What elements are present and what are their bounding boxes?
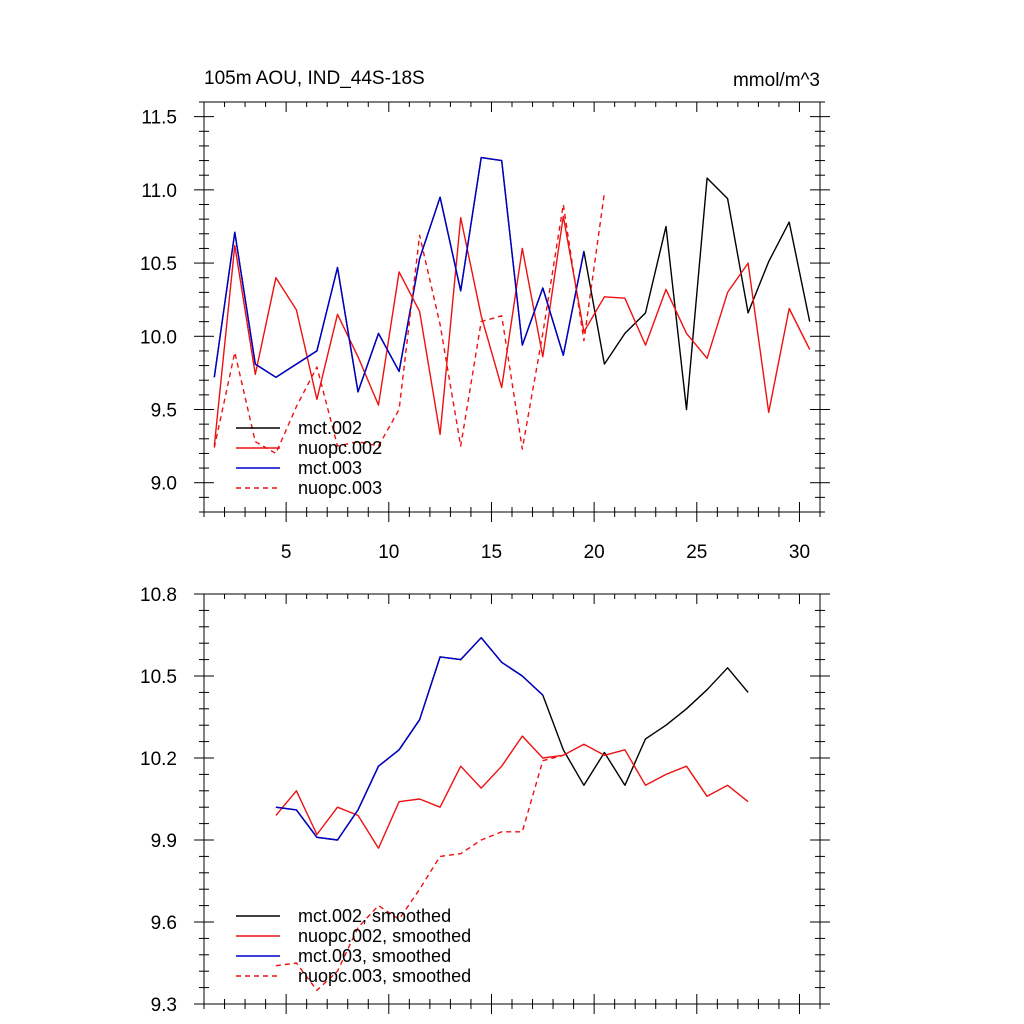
legend-entry: nuopc.003 <box>298 478 382 498</box>
legend-entry: nuopc.002 <box>298 438 382 458</box>
x-tick-label: 20 <box>584 542 605 563</box>
series-line-mct-002 <box>213 156 811 411</box>
series-line-mct-003-smoothed <box>275 637 544 841</box>
series-line-nuopc-003-smoothed <box>275 754 564 991</box>
y-tick-label: 9.6 <box>151 913 177 934</box>
y-tick-label: 11.5 <box>141 108 177 129</box>
y-tick-label: 10.5 <box>140 667 177 688</box>
bottom-chart-lines <box>275 637 749 991</box>
series-line-mct-003 <box>213 156 585 393</box>
top-chart: 105m AOU, IND_44S-18S mmol/m^3 5 10 15 20 25… <box>140 68 830 563</box>
y-tick-label: 9.5 <box>151 401 177 422</box>
series-line-nuopc-002-smoothed <box>275 735 749 849</box>
bottom-plot-frame <box>203 593 821 1005</box>
legend-entry: nuopc.003, smoothed <box>298 966 471 986</box>
series-line-nuopc-003 <box>213 192 606 455</box>
legend-entry: nuopc.002, smoothed <box>298 926 471 946</box>
x-tick-label: 25 <box>686 542 707 563</box>
y-tick-label: 10.0 <box>140 327 177 348</box>
top-chart-ticks: 5 10 15 20 25 30 9.0 9.5 10.0 10.5 11.0 11.5 <box>140 101 830 563</box>
series-line-mct-002-smoothed <box>275 637 749 841</box>
top-plot-frame <box>203 101 821 513</box>
chart-title: 105m AOU, IND_44S-18S <box>204 68 425 89</box>
units-label: mmol/m^3 <box>733 70 820 91</box>
y-tick-label: 9.9 <box>151 831 177 852</box>
legend-entry: mct.003, smoothed <box>298 946 451 966</box>
bottom-chart-ticks: 9.3 9.6 9.9 10.2 10.5 10.8 <box>140 585 830 1016</box>
x-tick-label: 30 <box>789 542 810 563</box>
y-tick-label: 9.0 <box>151 474 177 495</box>
legend-entry: mct.002 <box>298 418 362 438</box>
legend-entry: mct.002, smoothed <box>298 906 451 926</box>
top-chart-lines <box>213 156 811 455</box>
bottom-chart: 9.39.69.910.210.510.8 mct.002, smoothedn… <box>140 585 830 1016</box>
y-tick-label: 9.3 <box>151 995 177 1016</box>
y-tick-label: 10.8 <box>140 585 177 606</box>
y-tick-label: 10.5 <box>140 254 177 275</box>
x-tick-label: 15 <box>481 542 502 563</box>
x-tick-label: 5 <box>281 542 292 563</box>
y-tick-label: 11.0 <box>141 181 177 202</box>
legend-entry: mct.003 <box>298 458 362 478</box>
y-tick-label: 10.2 <box>140 749 177 770</box>
series-line-nuopc-002 <box>213 215 811 447</box>
x-tick-label: 10 <box>378 542 399 563</box>
